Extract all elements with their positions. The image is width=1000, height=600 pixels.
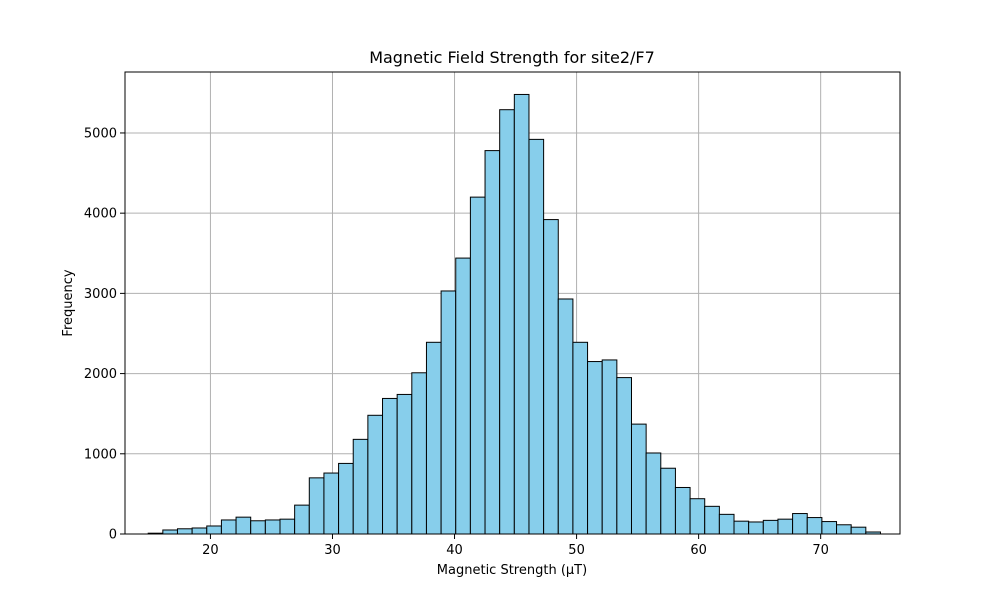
histogram-bar <box>250 520 266 535</box>
histogram-bar <box>367 414 384 535</box>
histogram-bar <box>836 524 852 535</box>
x-tick-label: 70 <box>812 543 829 558</box>
histogram-bar <box>235 516 252 535</box>
histogram-bar <box>777 518 794 535</box>
histogram-bar <box>308 477 325 535</box>
histogram-bar <box>279 518 296 535</box>
y-tick-label: 0 <box>109 528 117 543</box>
histogram-bar <box>323 472 340 535</box>
histogram-bar <box>176 528 193 535</box>
histogram-bar <box>733 520 750 535</box>
y-tick-label: 3000 <box>84 287 117 302</box>
x-tick-label: 50 <box>568 543 585 558</box>
histogram-bar <box>762 519 779 535</box>
chart-title: Magnetic Field Strength for site2/F7 <box>369 48 655 67</box>
x-tick-label: 20 <box>202 543 219 558</box>
histogram-bar <box>689 498 706 535</box>
histogram-bar <box>411 372 427 535</box>
histogram-bar <box>601 359 618 535</box>
histogram-bar <box>718 513 735 535</box>
histogram-bar <box>162 529 178 535</box>
histogram-bar <box>294 504 310 535</box>
histogram-bar <box>440 290 457 535</box>
histogram-bar <box>806 517 823 535</box>
y-axis-ticks: 0 1000 2000 3000 4000 5000 <box>84 126 125 543</box>
y-tick-label: 1000 <box>84 447 117 462</box>
y-tick-label: 5000 <box>84 126 117 141</box>
histogram-bar <box>499 109 515 535</box>
histogram-bar <box>645 452 662 535</box>
histogram-bar <box>543 219 559 535</box>
histogram-bar <box>484 150 501 535</box>
histogram-bar <box>616 377 632 535</box>
histogram-bar <box>821 521 838 535</box>
x-axis-ticks: 20 30 40 50 60 70 <box>202 534 829 558</box>
histogram-bar <box>587 361 603 535</box>
x-tick-label: 40 <box>446 543 463 558</box>
histogram-bar <box>704 505 720 535</box>
histogram-bar <box>206 525 222 535</box>
histogram-bars <box>147 93 881 535</box>
histogram-bar <box>191 527 208 535</box>
histogram-bar <box>396 393 413 535</box>
histogram-bar <box>850 526 867 535</box>
histogram-bar <box>338 462 354 535</box>
histogram-bar <box>748 521 764 535</box>
y-axis-title: Frequency <box>61 269 76 336</box>
histogram-bar <box>792 513 808 535</box>
histogram-bar <box>469 196 486 535</box>
y-tick-label: 4000 <box>84 207 117 222</box>
histogram-bar <box>630 423 647 535</box>
histogram-bar <box>660 467 676 535</box>
x-tick-label: 30 <box>324 543 341 558</box>
histogram-bar <box>352 438 369 535</box>
histogram-bar <box>557 298 574 535</box>
plot-frame <box>124 71 901 535</box>
histogram-bar <box>674 486 691 535</box>
histogram-bar <box>382 397 398 535</box>
histogram-bar <box>528 138 545 535</box>
histogram-bar <box>513 93 530 535</box>
x-axis-title: Magnetic Strength (µT) <box>437 563 587 578</box>
histogram-bar <box>220 519 237 535</box>
x-tick-label: 60 <box>690 543 707 558</box>
histogram-bar <box>264 519 281 535</box>
histogram-bar <box>572 341 589 535</box>
histogram-bar <box>455 257 471 535</box>
y-tick-label: 2000 <box>84 367 117 382</box>
histogram-bar <box>425 341 442 535</box>
